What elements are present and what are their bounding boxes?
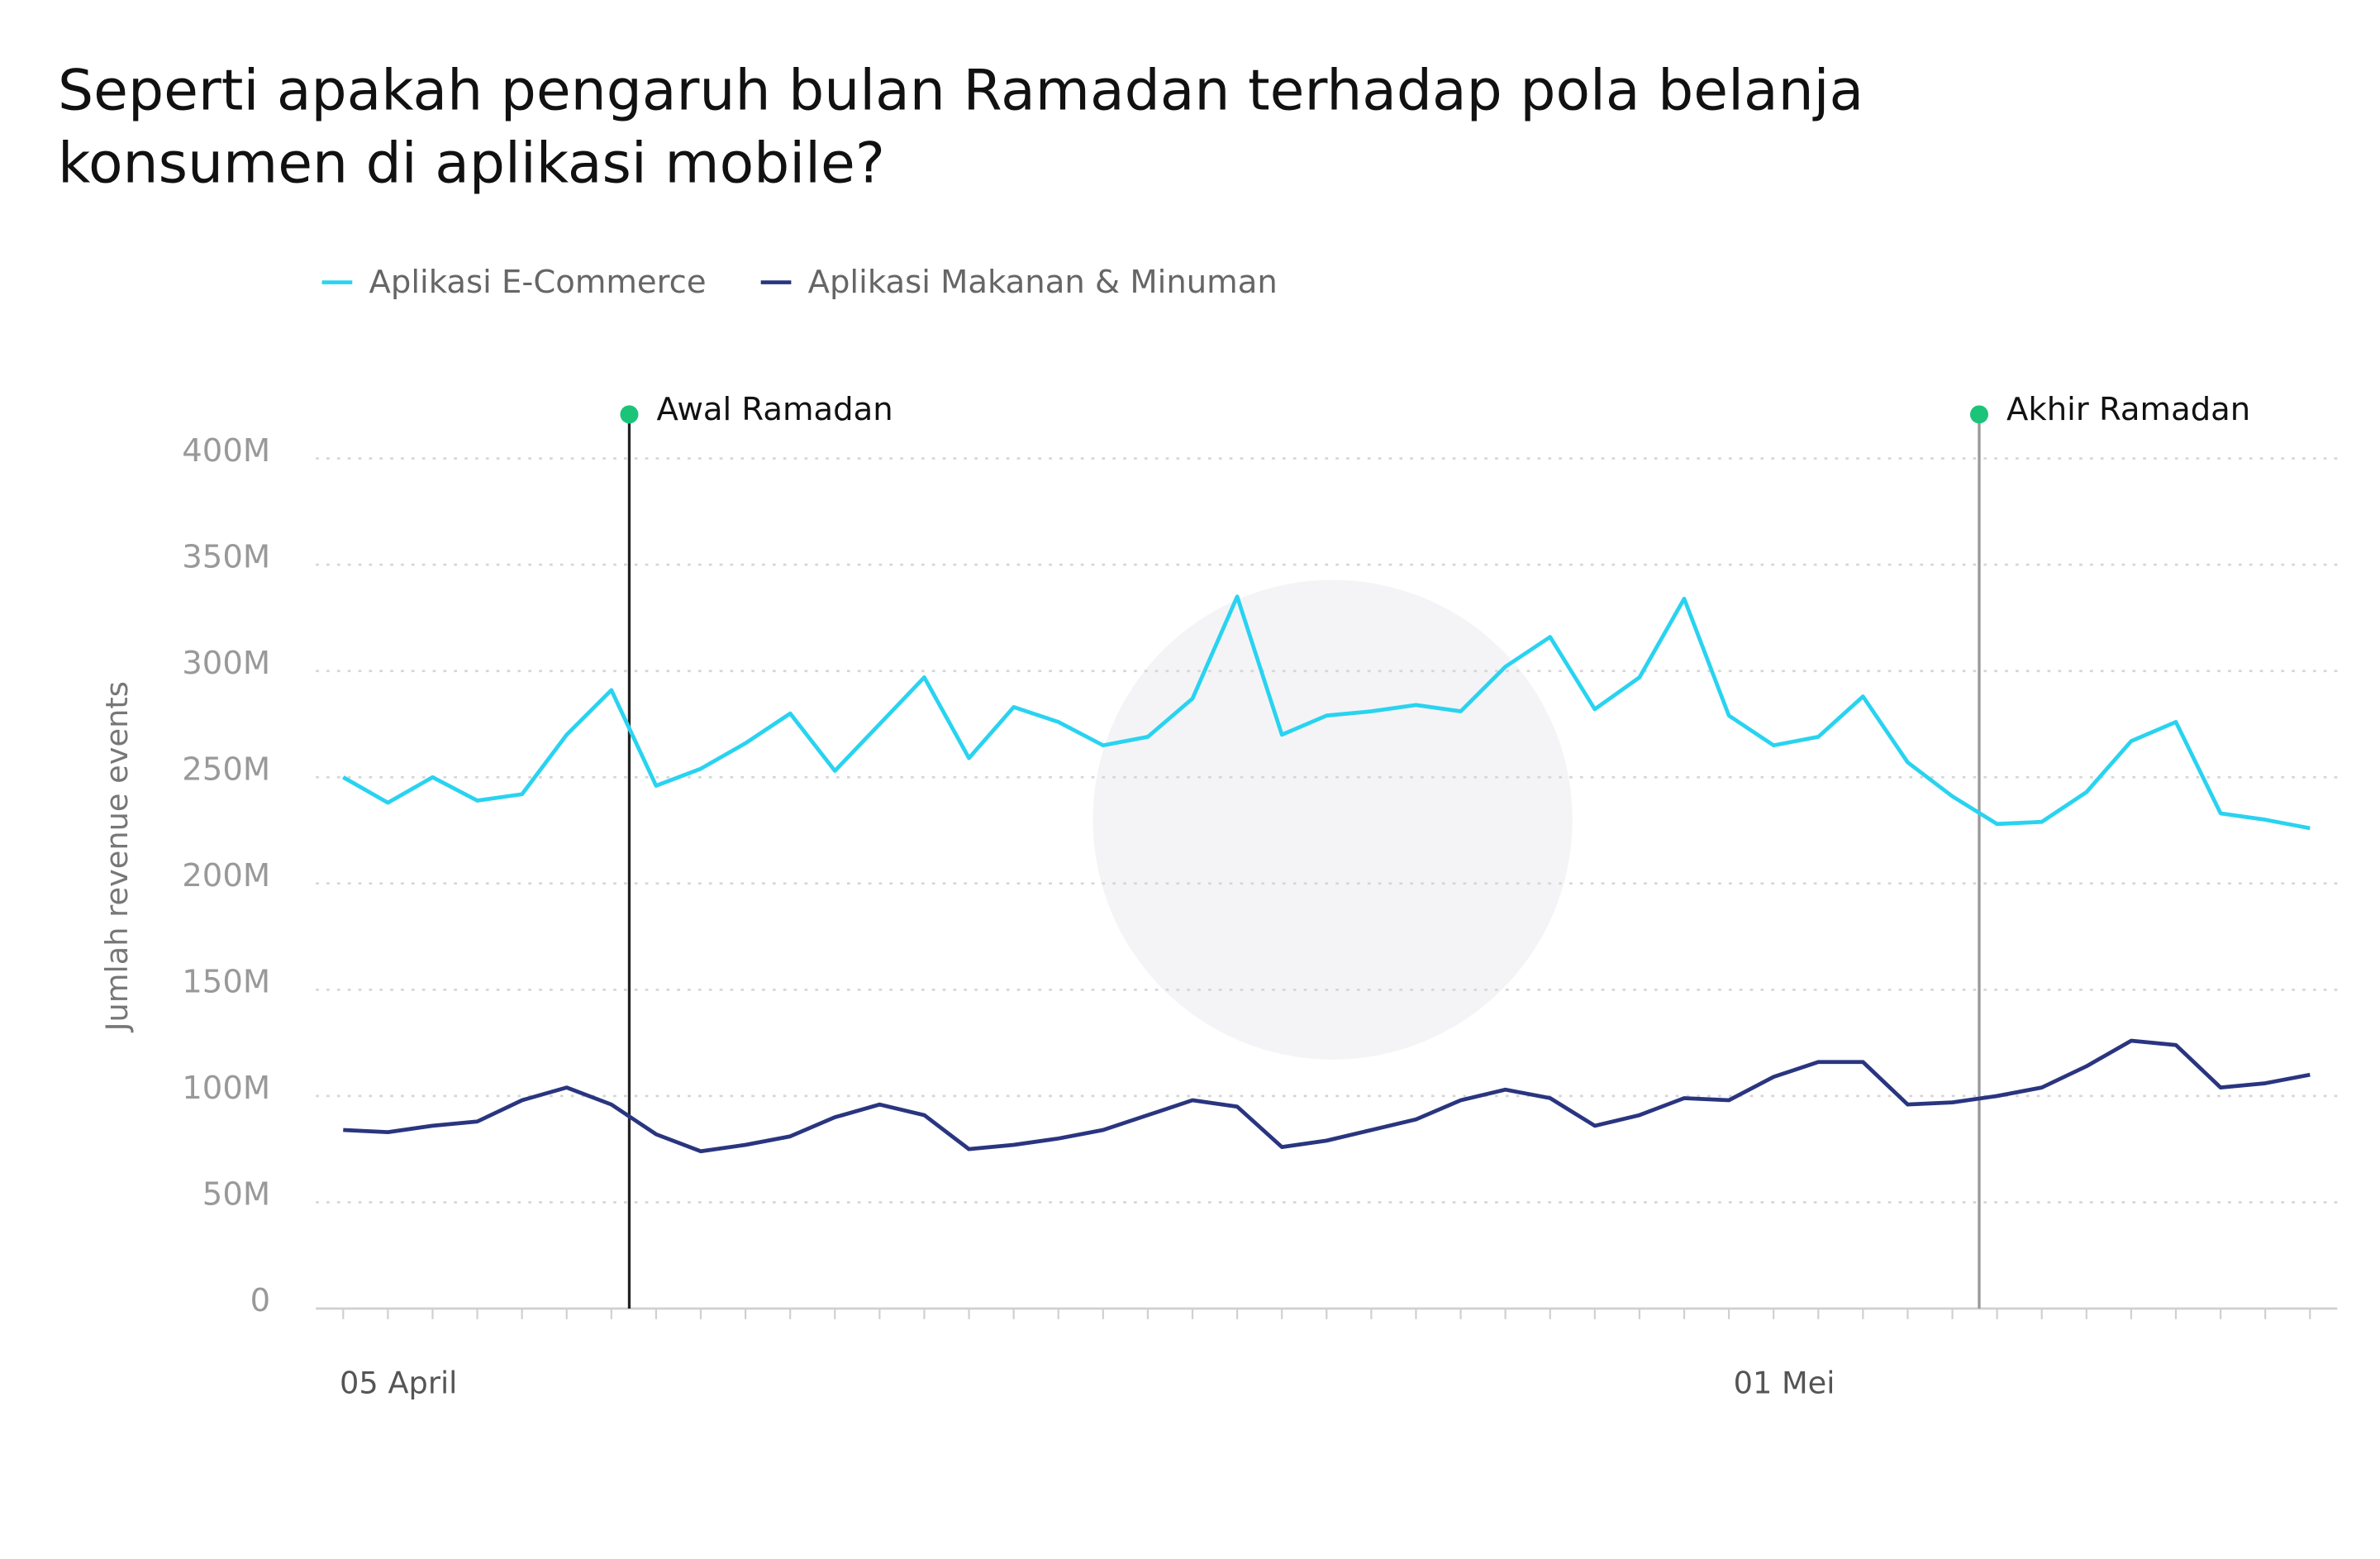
x-tick-label: 05 April — [340, 1365, 457, 1400]
y-axis-label: Jumlah revenue events — [99, 681, 135, 1032]
series-line — [343, 1038, 2311, 1154]
y-tick-label: 350M — [182, 538, 270, 575]
annotation-label: Akhir Ramadan — [2006, 391, 2250, 428]
y-tick-label: 100M — [182, 1070, 270, 1107]
chart-title: konsumen di aplikasi mobile? — [58, 131, 885, 197]
y-tick-label: 50M — [202, 1176, 270, 1213]
chart-title: Seperti apakah pengaruh bulan Ramadan te… — [58, 58, 1864, 123]
annotation-dot — [1969, 405, 1989, 424]
annotation-label: Awal Ramadan — [657, 391, 893, 428]
watermark — [1092, 579, 1573, 1060]
y-tick-label: 250M — [182, 751, 270, 788]
series-line — [342, 594, 2311, 831]
y-tick-label: 0 — [250, 1282, 271, 1319]
y-tick-label: 200M — [182, 857, 270, 894]
y-tick-label: 400M — [182, 432, 270, 470]
y-tick-label: 150M — [182, 963, 270, 1000]
x-tick-label: 01 Mei — [1734, 1365, 1835, 1400]
legend-label: Aplikasi Makanan & Minuman — [808, 264, 1278, 301]
annotation-dot — [620, 405, 639, 424]
legend-label: Aplikasi E-Commerce — [369, 264, 706, 301]
y-tick-label: 300M — [182, 645, 270, 682]
